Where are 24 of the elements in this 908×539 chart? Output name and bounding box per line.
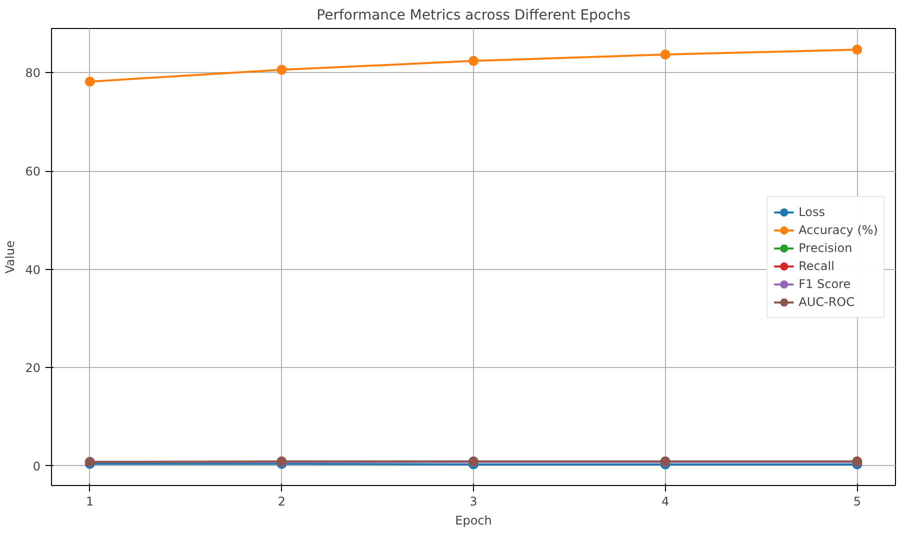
point: [276, 64, 287, 75]
legend-label: Accuracy (%): [798, 222, 878, 238]
legend-label: Loss: [798, 204, 825, 220]
x-tick-label: 5: [853, 494, 861, 508]
x-tick-label: 3: [470, 494, 478, 508]
y-tick-label: 40: [25, 262, 41, 277]
x-axis-title: Epoch: [455, 514, 492, 528]
y-tick-label: 0: [32, 459, 41, 474]
y-tick-label: 80: [25, 66, 41, 80]
chart-title: Performance Metrics across Different Epochs: [316, 8, 630, 24]
y-tick-label: 60: [25, 164, 41, 179]
x-tick-label: 4: [662, 494, 670, 508]
point: [84, 76, 95, 87]
legend-label: Recall: [798, 258, 834, 274]
point: [852, 44, 862, 55]
point: [468, 56, 478, 66]
y-axis-title: Value: [3, 240, 18, 274]
x-tick-label: 1: [86, 494, 94, 508]
legend-label: Precision: [798, 240, 852, 256]
y-tick-label: 20: [25, 361, 41, 376]
legend-label: AUC-ROC: [798, 294, 854, 310]
point: [660, 50, 670, 60]
x-tick-label: 2: [278, 494, 286, 508]
legend-label: F1 Score: [798, 276, 851, 292]
